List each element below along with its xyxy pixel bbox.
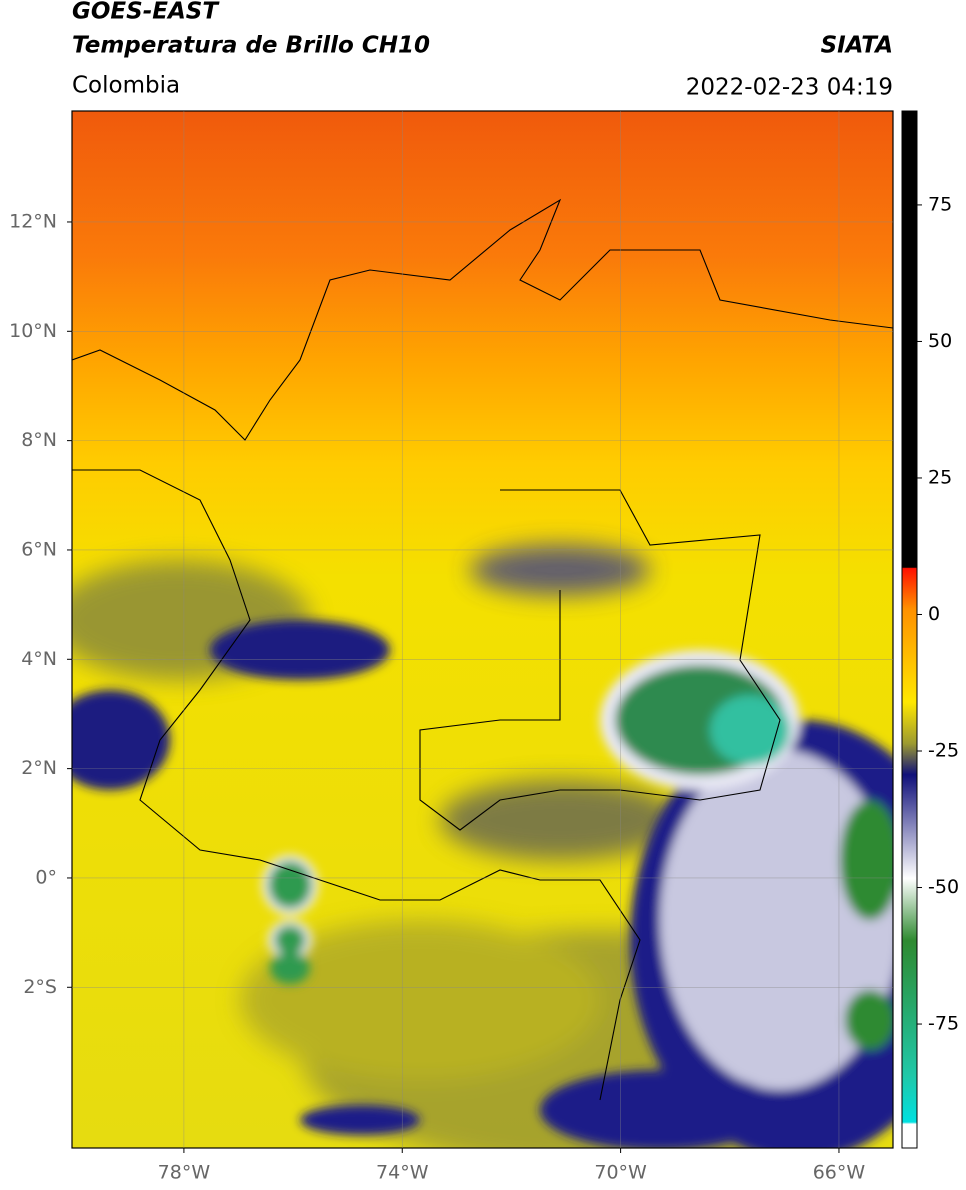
title: GOES-EAST [72, 0, 220, 25]
subtitle: Temperatura de Brillo CH10 [72, 33, 430, 59]
map-frame [71, 110, 894, 1149]
lat-tick-label: 12°N [9, 210, 57, 232]
lat-tick-label: 4°N [21, 648, 57, 670]
region: Colombia [72, 73, 180, 99]
satellite-image [72, 111, 893, 1148]
colorbar-tick-label: 50 [928, 330, 952, 352]
lon-tick-label: 70°W [594, 1162, 647, 1184]
lat-tick-label: 8°N [21, 429, 57, 451]
lat-tick-label: 0° [35, 866, 57, 888]
lat-tick-label: 10°N [9, 320, 57, 342]
lon-tick-label: 78°W [158, 1162, 211, 1184]
colorbar-tick-label: 0 [928, 603, 940, 625]
datetime: 2022-02-23 04:19 [686, 75, 893, 101]
colorbar-tick-label: -75 [928, 1013, 959, 1035]
colorbar-tick-label: 75 [928, 193, 952, 215]
lat-tick-label: 6°N [21, 538, 57, 560]
lat-tick-label: 2°N [21, 757, 57, 779]
source: SIATA [821, 33, 893, 59]
colorbar [901, 110, 918, 1149]
colorbar-tick-label: 25 [928, 466, 952, 488]
colorbar-tick-label: -25 [928, 740, 959, 762]
lat-tick-label: 2°S [23, 976, 57, 998]
lon-tick-label: 66°W [813, 1162, 866, 1184]
lon-tick-label: 74°W [376, 1162, 429, 1184]
colorbar-tick-label: -50 [928, 876, 959, 898]
